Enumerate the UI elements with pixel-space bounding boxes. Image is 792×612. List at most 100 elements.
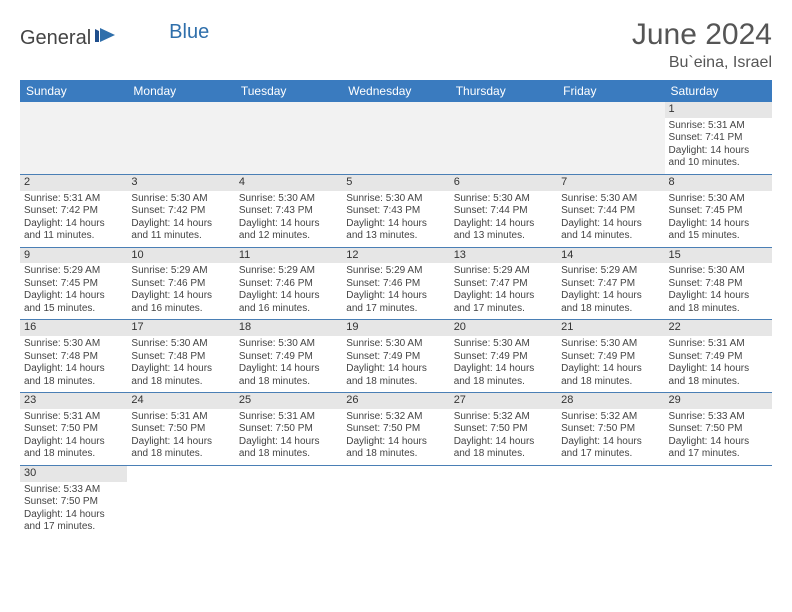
day-number: 17	[127, 320, 234, 336]
day-number: 11	[235, 248, 342, 264]
day-number: 23	[20, 393, 127, 409]
empty-cell	[665, 465, 772, 537]
weekday-header: Thursday	[450, 80, 557, 102]
day-details: Sunrise: 5:31 AMSunset: 7:41 PMDaylight:…	[669, 120, 768, 170]
day-details: Sunrise: 5:29 AMSunset: 7:46 PMDaylight:…	[239, 265, 338, 315]
weekday-header: Wednesday	[342, 80, 449, 102]
day-cell: 7Sunrise: 5:30 AMSunset: 7:44 PMDaylight…	[557, 174, 664, 247]
logo: General Blue	[20, 18, 209, 50]
day-number: 15	[665, 248, 772, 264]
day-details: Sunrise: 5:29 AMSunset: 7:47 PMDaylight:…	[454, 265, 553, 315]
empty-cell	[20, 102, 127, 174]
empty-cell	[450, 102, 557, 174]
day-number: 19	[342, 320, 449, 336]
day-cell: 11Sunrise: 5:29 AMSunset: 7:46 PMDayligh…	[235, 247, 342, 320]
weekday-header: Sunday	[20, 80, 127, 102]
calendar-row: 1 Sunrise: 5:31 AMSunset: 7:41 PMDaylight…	[20, 102, 772, 174]
day-details: Sunrise: 5:30 AMSunset: 7:45 PMDaylight:…	[669, 193, 768, 243]
day-number: 10	[127, 248, 234, 264]
day-details: Sunrise: 5:31 AMSunset: 7:42 PMDaylight:…	[24, 193, 123, 243]
day-cell: 16 Sunrise: 5:30 AMSunset: 7:48 PMDayligh…	[20, 320, 127, 393]
day-number: 16	[20, 320, 127, 336]
day-details: Sunrise: 5:29 AMSunset: 7:46 PMDaylight:…	[346, 265, 445, 315]
day-details: Sunrise: 5:30 AMSunset: 7:43 PMDaylight:…	[239, 193, 338, 243]
header: General Blue June 2024 Bu`eina, Israel	[20, 18, 772, 72]
day-number: 13	[450, 248, 557, 264]
day-details: Sunrise: 5:32 AMSunset: 7:50 PMDaylight:…	[561, 411, 660, 461]
day-number: 20	[450, 320, 557, 336]
day-details: Sunrise: 5:31 AMSunset: 7:50 PMDaylight:…	[239, 411, 338, 461]
empty-cell	[235, 102, 342, 174]
day-details: Sunrise: 5:30 AMSunset: 7:48 PMDaylight:…	[24, 338, 123, 388]
day-details: Sunrise: 5:29 AMSunset: 7:46 PMDaylight:…	[131, 265, 230, 315]
empty-cell	[342, 465, 449, 537]
weekday-header-row: SundayMondayTuesdayWednesdayThursdayFrid…	[20, 80, 772, 102]
day-cell: 25 Sunrise: 5:31 AMSunset: 7:50 PMDayligh…	[235, 393, 342, 466]
calendar-row: 23Sunrise: 5:31 AMSunset: 7:50 PMDayligh…	[20, 393, 772, 466]
day-cell: 18Sunrise: 5:30 AMSunset: 7:49 PMDayligh…	[235, 320, 342, 393]
empty-cell	[127, 465, 234, 537]
empty-cell	[127, 102, 234, 174]
day-cell: 5Sunrise: 5:30 AMSunset: 7:43 PMDaylight…	[342, 174, 449, 247]
day-cell: 20Sunrise: 5:30 AMSunset: 7:49 PMDayligh…	[450, 320, 557, 393]
day-cell: 22 Sunrise: 5:31 AMSunset: 7:49 PMDayligh…	[665, 320, 772, 393]
weekday-header: Monday	[127, 80, 234, 102]
day-number: 28	[557, 393, 664, 409]
day-cell: 26Sunrise: 5:32 AMSunset: 7:50 PMDayligh…	[342, 393, 449, 466]
day-cell: 4 Sunrise: 5:30 AMSunset: 7:43 PMDaylight…	[235, 174, 342, 247]
day-details: Sunrise: 5:30 AMSunset: 7:44 PMDaylight:…	[454, 193, 553, 243]
day-cell: 30Sunrise: 5:33 AMSunset: 7:50 PMDayligh…	[20, 465, 127, 537]
day-cell: 19Sunrise: 5:30 AMSunset: 7:49 PMDayligh…	[342, 320, 449, 393]
day-details: Sunrise: 5:30 AMSunset: 7:42 PMDaylight:…	[131, 193, 230, 243]
day-cell: 8 Sunrise: 5:30 AMSunset: 7:45 PMDaylight…	[665, 174, 772, 247]
calendar-body: 1 Sunrise: 5:31 AMSunset: 7:41 PMDaylight…	[20, 102, 772, 538]
weekday-header: Friday	[557, 80, 664, 102]
day-cell: 15Sunrise: 5:30 AMSunset: 7:48 PMDayligh…	[665, 247, 772, 320]
day-details: Sunrise: 5:31 AMSunset: 7:49 PMDaylight:…	[669, 338, 768, 388]
calendar-row: 9Sunrise: 5:29 AMSunset: 7:45 PMDaylight…	[20, 247, 772, 320]
day-number: 4	[235, 175, 342, 191]
day-number: 12	[342, 248, 449, 264]
day-details: Sunrise: 5:30 AMSunset: 7:48 PMDaylight:…	[131, 338, 230, 388]
day-number: 7	[557, 175, 664, 191]
logo-text-general: General	[20, 27, 91, 50]
title-block: June 2024 Bu`eina, Israel	[632, 18, 772, 72]
location-subtitle: Bu`eina, Israel	[632, 54, 772, 72]
day-number: 21	[557, 320, 664, 336]
day-cell: 14Sunrise: 5:29 AMSunset: 7:47 PMDayligh…	[557, 247, 664, 320]
day-cell: 13Sunrise: 5:29 AMSunset: 7:47 PMDayligh…	[450, 247, 557, 320]
logo-text-blue: Blue	[169, 21, 209, 44]
day-cell: 23Sunrise: 5:31 AMSunset: 7:50 PMDayligh…	[20, 393, 127, 466]
day-cell: 6 Sunrise: 5:30 AMSunset: 7:44 PMDaylight…	[450, 174, 557, 247]
page-title: June 2024	[632, 18, 772, 52]
empty-cell	[450, 465, 557, 537]
day-cell: 29Sunrise: 5:33 AMSunset: 7:50 PMDayligh…	[665, 393, 772, 466]
day-number: 2	[20, 175, 127, 191]
day-number: 1	[665, 102, 772, 118]
day-number: 6	[450, 175, 557, 191]
weekday-header: Tuesday	[235, 80, 342, 102]
day-number: 18	[235, 320, 342, 336]
day-cell: 12Sunrise: 5:29 AMSunset: 7:46 PMDayligh…	[342, 247, 449, 320]
day-cell: 28 Sunrise: 5:32 AMSunset: 7:50 PMDayligh…	[557, 393, 664, 466]
day-cell: 24Sunrise: 5:31 AMSunset: 7:50 PMDayligh…	[127, 393, 234, 466]
day-details: Sunrise: 5:32 AMSunset: 7:50 PMDaylight:…	[454, 411, 553, 461]
day-cell: 21Sunrise: 5:30 AMSunset: 7:49 PMDayligh…	[557, 320, 664, 393]
day-details: Sunrise: 5:30 AMSunset: 7:43 PMDaylight:…	[346, 193, 445, 243]
day-number: 8	[665, 175, 772, 191]
day-number: 14	[557, 248, 664, 264]
flag-icon	[95, 26, 119, 50]
calendar-row: 2 Sunrise: 5:31 AMSunset: 7:42 PMDaylight…	[20, 174, 772, 247]
day-details: Sunrise: 5:29 AMSunset: 7:47 PMDaylight:…	[561, 265, 660, 315]
day-cell: 10Sunrise: 5:29 AMSunset: 7:46 PMDayligh…	[127, 247, 234, 320]
empty-cell	[342, 102, 449, 174]
empty-cell	[235, 465, 342, 537]
day-number: 29	[665, 393, 772, 409]
calendar-table: SundayMondayTuesdayWednesdayThursdayFrid…	[20, 80, 772, 538]
day-details: Sunrise: 5:32 AMSunset: 7:50 PMDaylight:…	[346, 411, 445, 461]
day-number: 25	[235, 393, 342, 409]
day-details: Sunrise: 5:31 AMSunset: 7:50 PMDaylight:…	[131, 411, 230, 461]
day-number: 30	[20, 466, 127, 482]
day-number: 3	[127, 175, 234, 191]
day-number: 22	[665, 320, 772, 336]
